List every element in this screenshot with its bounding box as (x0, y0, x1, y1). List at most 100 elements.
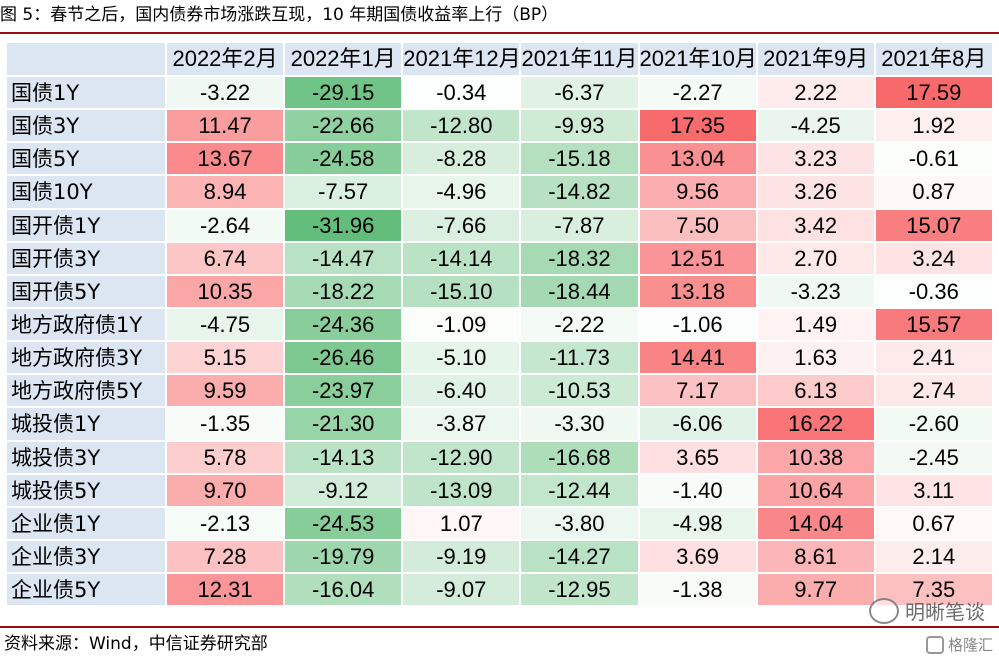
row-label: 地方政府债5Y (7, 373, 165, 407)
gelonghui-logo-icon (925, 635, 944, 654)
heatmap-cell: 7.50 (637, 207, 756, 241)
row-label: 企业债1Y (7, 505, 165, 539)
heatmap-cell: -6.40 (401, 373, 520, 407)
heatmap-cell: -2.27 (637, 75, 756, 109)
heatmap-cell: -19.79 (283, 538, 402, 573)
column-header: 2022年2月 (165, 43, 284, 75)
column-header: 2021年10月 (637, 43, 757, 75)
heatmap-cell: 3.11 (873, 472, 992, 506)
wechat-icon (869, 597, 899, 624)
heatmap-cell: -29.15 (283, 75, 402, 109)
heatmap-cell: -18.44 (519, 273, 638, 307)
heatmap-cell: 17.35 (637, 108, 756, 142)
bottom-rule (0, 626, 999, 628)
heatmap-cell: -3.30 (519, 406, 638, 440)
row-label: 企业债3Y (7, 538, 165, 573)
heatmap-cell: -2.64 (165, 207, 284, 241)
heatmap-cell: -26.46 (283, 340, 402, 374)
heatmap-cell: -7.57 (283, 174, 402, 208)
watermark-text: 明晰笔谈 (905, 600, 985, 624)
row-label: 企业债5Y (7, 572, 165, 606)
heatmap-cell: 10.64 (755, 472, 874, 506)
heatmap-cell: -2.45 (873, 439, 992, 473)
heatmap-cell: -1.38 (637, 572, 756, 606)
heatmap-cell: 3.23 (755, 141, 874, 175)
heatmap-cell: -12.44 (519, 472, 638, 506)
heatmap-cell: -3.87 (401, 406, 520, 440)
heatmap-cell: 9.56 (637, 174, 756, 208)
row-label: 国债3Y (7, 108, 165, 142)
heatmap-cell: -12.90 (401, 439, 520, 473)
heatmap-cell: -21.30 (283, 406, 402, 440)
figure-title: 图 5：春节之后，国内债券市场涨跌互现，10 年期国债收益率上行（BP） (0, 5, 559, 25)
heatmap-cell: 9.59 (165, 373, 284, 407)
heatmap-cell: -2.13 (165, 505, 284, 539)
heatmap-cell: 14.04 (755, 505, 874, 539)
heatmap-cell: -1.35 (165, 406, 284, 440)
heatmap-cell: -7.87 (519, 207, 638, 241)
row-label: 城投债1Y (7, 406, 165, 440)
heatmap-cell: -14.14 (401, 240, 520, 274)
heatmap-cell: -15.10 (401, 273, 520, 307)
source-note: 资料来源：Wind，中信证券研究部 (4, 634, 268, 654)
heatmap-cell: -0.34 (401, 75, 520, 109)
heatmap-cell: -3.80 (519, 505, 638, 539)
heatmap-cell: -4.25 (755, 108, 874, 142)
heatmap-cell: -24.58 (283, 141, 402, 175)
heatmap-cell: 1.63 (755, 340, 874, 374)
heatmap-cell: 7.35 (873, 572, 992, 606)
heatmap-cell: 8.94 (165, 174, 284, 208)
heatmap-cell: -24.36 (283, 306, 402, 341)
heatmap-cell: -31.96 (283, 207, 402, 241)
heatmap-cell: 16.22 (755, 406, 874, 440)
heatmap-cell: -15.18 (519, 141, 638, 175)
heatmap-cell: -14.13 (283, 439, 402, 473)
heatmap-cell: 3.69 (637, 538, 756, 573)
heatmap-cell: -9.07 (401, 572, 520, 606)
heatmap-cell: -1.09 (401, 306, 520, 341)
heatmap-cell: -2.22 (519, 306, 638, 341)
heatmap-cell: -9.93 (519, 108, 638, 142)
heatmap-cell: -0.61 (873, 141, 992, 175)
heatmap-cell: 15.57 (873, 306, 992, 341)
row-label: 城投债5Y (7, 472, 165, 506)
heatmap-cell: -9.19 (401, 538, 520, 573)
heatmap-cell: -8.28 (401, 141, 520, 175)
row-label: 国开债5Y (7, 273, 165, 307)
heatmap-cell: 3.24 (873, 240, 992, 274)
heatmap-cell: -3.22 (165, 75, 284, 109)
heatmap-cell: -16.04 (283, 572, 402, 606)
heatmap-cell: 10.35 (165, 273, 284, 307)
heatmap-cell: 2.22 (755, 75, 874, 109)
heatmap-cell: -18.32 (519, 240, 638, 274)
heatmap-cell: 3.26 (755, 174, 874, 208)
heatmap-cell: -18.22 (283, 273, 402, 307)
heatmap-cell: 2.74 (873, 373, 992, 407)
heatmap-cell: 0.87 (873, 174, 992, 208)
heatmap-cell: 9.77 (755, 572, 874, 606)
column-header: 2021年9月 (755, 43, 874, 75)
column-header: 2021年12月 (401, 43, 521, 75)
watermark: 明晰笔谈 (869, 596, 985, 625)
heatmap-cell: -14.47 (283, 240, 402, 274)
heatmap-cell: 15.07 (873, 207, 992, 241)
heatmap-cell: -10.53 (519, 373, 638, 407)
heatmap-cell: 13.67 (165, 141, 284, 175)
heatmap-cell: 10.38 (755, 439, 874, 473)
heatmap-cell: 13.18 (637, 273, 756, 307)
heatmap-cell: 3.42 (755, 207, 874, 241)
heatmap-cell: 12.51 (637, 240, 756, 274)
heatmap-cell: 17.59 (873, 75, 992, 109)
heatmap-cell: -9.12 (283, 472, 402, 506)
heatmap-cell: 6.74 (165, 240, 284, 274)
row-label: 城投债3Y (7, 439, 165, 473)
heatmap-cell: -1.40 (637, 472, 756, 506)
heatmap-cell: -11.73 (519, 340, 638, 374)
heatmap-cell: -22.66 (283, 108, 402, 142)
heatmap-cell: -1.06 (637, 306, 756, 341)
heatmap-cell: 9.70 (165, 472, 284, 506)
heatmap-cell: 13.04 (637, 141, 756, 175)
heatmap-cell: 2.70 (755, 240, 874, 274)
heatmap-cell: 12.31 (165, 572, 284, 606)
heatmap-table: 2022年2月 2022年1月 2021年12月 2021年11月 2021年10月 20… (7, 43, 992, 606)
